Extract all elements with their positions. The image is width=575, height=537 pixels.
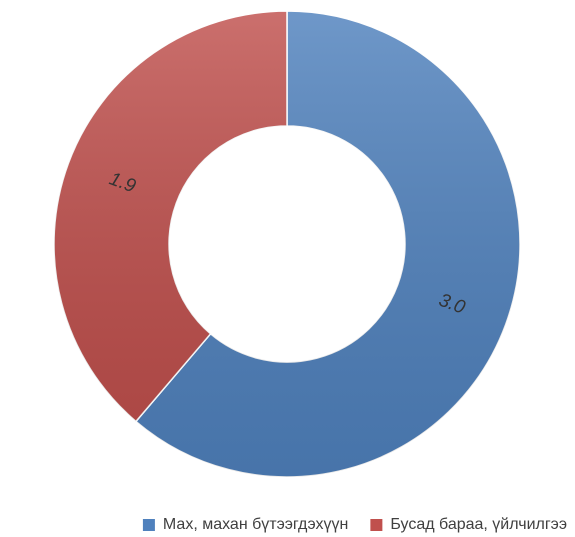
legend-item: Бусад бараа, үйлчилгээ: [370, 516, 567, 533]
legend-swatch: [370, 519, 383, 531]
legend-swatch: [142, 519, 155, 531]
legend-label: Бусад бараа, үйлчилгээ: [390, 516, 567, 533]
legend-item: Мах, махан бүтээгдэхүүн: [142, 516, 348, 533]
legend-label: Мах, махан бүтээгдэхүүн: [163, 516, 348, 533]
